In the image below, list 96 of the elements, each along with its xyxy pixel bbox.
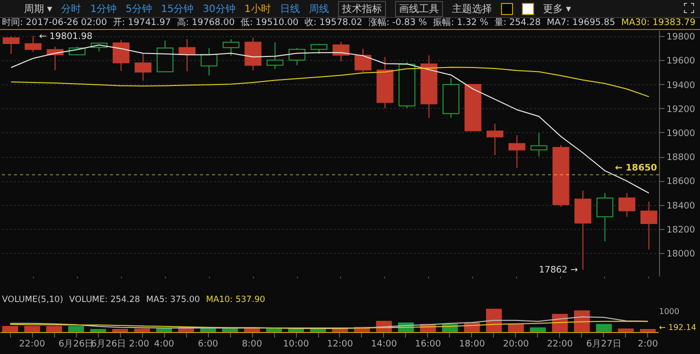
candlestick xyxy=(2,36,20,54)
y-tick-label: 19200 xyxy=(666,104,696,115)
candlestick xyxy=(134,52,152,82)
text: ← 192.14 xyxy=(659,323,696,332)
text: 涨幅: -0.83 % xyxy=(368,18,427,29)
text: 1小时 xyxy=(244,2,271,16)
x-tick-label: 20:00 xyxy=(502,340,530,350)
bar xyxy=(618,328,634,332)
bar xyxy=(90,328,106,332)
bar xyxy=(200,328,216,332)
bar xyxy=(266,328,282,332)
candlestick xyxy=(618,192,636,218)
text: 1分钟 xyxy=(90,2,117,16)
bar xyxy=(24,326,40,332)
ref-line-label: ← 18650 xyxy=(615,164,657,174)
text: 画线工具 xyxy=(394,0,443,16)
x-tick-label: 22:00 xyxy=(546,340,574,350)
candlestick xyxy=(332,41,350,62)
candlestick xyxy=(112,39,130,72)
chart-title: VOLUME(5,10) xyxy=(2,295,64,306)
x-tick-label: 2:00 xyxy=(638,340,658,350)
bar xyxy=(68,326,84,332)
text: MA10: 537.90 xyxy=(206,295,266,306)
candlestick xyxy=(156,40,174,72)
x-tick-label: 18:00 xyxy=(458,340,486,350)
bar xyxy=(574,310,590,332)
text: 振幅: 1.32 % xyxy=(432,18,488,29)
candlestick xyxy=(288,47,306,66)
y-tick-label: 18600 xyxy=(666,177,696,188)
text: 低: 19510.00 xyxy=(240,18,299,29)
candlestick xyxy=(310,43,328,54)
bar xyxy=(156,328,172,332)
candlestick xyxy=(244,36,262,72)
x-tick-label: 6月27日 xyxy=(586,340,622,350)
text: 1000 xyxy=(659,307,680,316)
text: 高: 19768.00 xyxy=(176,18,235,29)
text: 15分钟 xyxy=(160,2,194,16)
x-tick-label: 6:00 xyxy=(198,340,218,350)
text: 时间: 2017-06-26 02:00 xyxy=(2,18,107,29)
text: 更多 ▾ xyxy=(542,2,571,16)
text: 30分钟 xyxy=(202,2,236,16)
candlestick xyxy=(640,201,658,250)
x-tick-label: 16:00 xyxy=(414,340,442,350)
text: 量: 254.28 xyxy=(494,18,541,29)
bar xyxy=(486,308,502,332)
candlestick xyxy=(530,132,548,157)
x-tick-label: 14:00 xyxy=(371,340,398,350)
text: 主题选择 xyxy=(452,2,492,16)
bar xyxy=(244,328,260,332)
bar xyxy=(2,326,18,332)
y-tick-label: 19600 xyxy=(666,56,696,67)
x-tick-label: 4:00 xyxy=(154,340,174,350)
text: 日线 xyxy=(280,2,300,16)
x-tick-label: 8:00 xyxy=(242,340,262,350)
annotation: ← 19801.98 xyxy=(39,32,93,42)
y-tick-label: 18200 xyxy=(666,225,696,236)
y-tick-label: 18800 xyxy=(666,153,696,164)
bar xyxy=(310,328,326,332)
text: 开: 19741.97 xyxy=(113,18,171,29)
bar xyxy=(596,324,612,332)
y-tick-label: 18000 xyxy=(666,250,696,260)
bar xyxy=(134,328,150,332)
annotation: 17862 → xyxy=(538,266,578,276)
bar xyxy=(222,328,238,332)
bar xyxy=(640,328,656,332)
y-tick-label: 19800 xyxy=(666,32,696,43)
text: 收: 19578.02 xyxy=(304,18,362,29)
x-tick-label: 12:00 xyxy=(327,340,354,350)
text: MA7: 19695.85 xyxy=(546,18,616,29)
candlestick xyxy=(354,48,372,72)
candlestick xyxy=(178,38,196,72)
line-series xyxy=(10,66,650,98)
x-tick-label: 22:00 xyxy=(19,340,46,350)
candlestick xyxy=(508,134,526,168)
y-tick-label: 19400 xyxy=(666,80,696,91)
text: MA30: 19383.79 xyxy=(621,18,696,29)
bar xyxy=(46,326,62,332)
text: 技术指标 xyxy=(338,0,386,16)
candlestick xyxy=(266,42,284,70)
y-tick-label: 18400 xyxy=(666,201,696,212)
bar xyxy=(112,328,128,332)
text: VOLUME: 254.28 xyxy=(69,295,140,306)
text: 周期 ▾ xyxy=(24,2,52,16)
candlestick xyxy=(200,48,218,76)
candlestick xyxy=(222,38,240,56)
bar xyxy=(530,327,546,332)
x-tick-label: 6月26日 2:00 xyxy=(90,340,150,350)
candlestick xyxy=(596,192,614,242)
text: 5分钟 xyxy=(126,2,152,16)
text: 分时 xyxy=(61,2,82,16)
text: 周线 xyxy=(308,2,329,16)
bar xyxy=(508,324,524,332)
text: MA5: 375.00 xyxy=(146,295,200,306)
candlestick xyxy=(486,123,504,156)
y-tick-label: 19000 xyxy=(666,129,696,139)
x-tick-label: 10:00 xyxy=(283,340,310,350)
